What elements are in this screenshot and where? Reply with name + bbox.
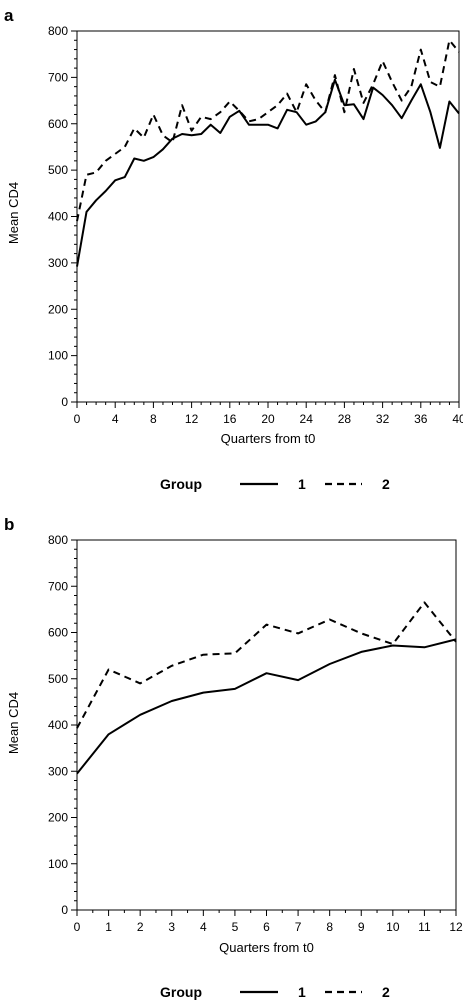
- y-tick-label: 300: [48, 764, 68, 778]
- legend-label-2: 2: [382, 984, 390, 1000]
- y-tick-label: 800: [48, 24, 68, 38]
- x-tick-label: 0: [74, 920, 81, 934]
- x-tick-label: 12: [185, 412, 199, 426]
- legend-title: Group: [160, 984, 202, 1000]
- x-tick-label: 1: [105, 920, 112, 934]
- legend: Group 1 2: [160, 476, 390, 492]
- plot-frame: [76, 30, 460, 403]
- x-tick-label: 7: [295, 920, 302, 934]
- x-axis-title: Quarters from t0: [221, 431, 316, 446]
- y-tick-label: 0: [61, 903, 68, 917]
- y-tick-label: 200: [48, 302, 68, 316]
- y-tick-label: 500: [48, 672, 68, 686]
- x-axis-title: Quarters from t0: [219, 940, 314, 955]
- x-tick-label: 2: [137, 920, 144, 934]
- x-tick-label: 8: [326, 920, 333, 934]
- x-tick-label: 40: [452, 412, 463, 426]
- y-tick-label: 600: [48, 626, 68, 640]
- legend-label-1: 1: [298, 476, 306, 492]
- x-tick-label: 4: [200, 920, 207, 934]
- x-tick-label: 10: [386, 920, 400, 934]
- plot-frame: [76, 539, 457, 911]
- y-tick-label: 300: [48, 256, 68, 270]
- series-line-2: [76, 601, 457, 729]
- y-axis-title: Mean CD4: [6, 182, 21, 244]
- y-tick-label: 100: [48, 857, 68, 871]
- legend-label-1: 1: [298, 984, 306, 1000]
- x-tick-label: 28: [338, 412, 352, 426]
- x-tick-label: 16: [223, 412, 237, 426]
- x-tick-label: 20: [261, 412, 275, 426]
- x-tick-label: 36: [414, 412, 428, 426]
- legend: Group 1 2: [160, 984, 390, 1000]
- y-tick-label: 400: [48, 718, 68, 732]
- y-tick-label: 800: [48, 533, 68, 547]
- x-tick-label: 11: [418, 920, 431, 934]
- legend-label-2: 2: [382, 476, 390, 492]
- y-tick-label: 400: [48, 210, 68, 224]
- panel-label: a: [4, 6, 14, 25]
- legend-title: Group: [160, 476, 202, 492]
- x-tick-label: 3: [168, 920, 175, 934]
- x-tick-label: 12: [449, 920, 463, 934]
- x-tick-label: 6: [263, 920, 270, 934]
- x-tick-label: 32: [376, 412, 390, 426]
- x-tick-label: 9: [358, 920, 365, 934]
- y-tick-label: 600: [48, 117, 68, 131]
- x-tick-label: 8: [150, 412, 157, 426]
- y-tick-label: 200: [48, 811, 68, 825]
- y-tick-label: 500: [48, 163, 68, 177]
- x-tick-label: 5: [232, 920, 239, 934]
- x-tick-label: 0: [74, 412, 81, 426]
- y-axis-title: Mean CD4: [6, 692, 21, 754]
- y-tick-label: 0: [61, 395, 68, 409]
- panel-label: b: [4, 515, 14, 534]
- x-tick-label: 24: [300, 412, 314, 426]
- series-line-1: [76, 78, 460, 267]
- y-tick-label: 700: [48, 70, 68, 84]
- y-tick-label: 100: [48, 349, 68, 363]
- x-tick-label: 4: [112, 412, 119, 426]
- series-line-1: [76, 638, 457, 775]
- series-line-2: [76, 39, 460, 222]
- y-tick-label: 700: [48, 579, 68, 593]
